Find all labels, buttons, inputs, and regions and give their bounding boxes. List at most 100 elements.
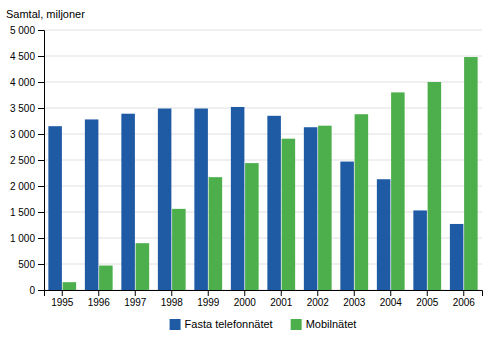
bar (136, 243, 150, 290)
x-tick-mark (208, 290, 209, 296)
chart: 0 500 1 000 1 500 2 000 2 500 3 000 3 500 4 000 4… (0, 0, 494, 338)
legend-label: Fasta telefonnätet (185, 318, 273, 330)
bar (172, 209, 186, 290)
y-tick-mark (38, 82, 44, 83)
x-tick-mark (427, 290, 428, 296)
x-tick-mark (171, 290, 172, 296)
y-tick-label: 4 000 (10, 77, 35, 88)
x-tick: 1997 (124, 290, 147, 308)
y-tick-label: 4 500 (10, 51, 35, 62)
y-tick-mark (38, 30, 44, 31)
grid-line (44, 82, 482, 83)
x-tick-mark (463, 290, 464, 296)
x-axis-line (45, 291, 483, 297)
bar (428, 82, 442, 290)
bar (231, 107, 245, 290)
legend-swatch (291, 319, 302, 330)
y-tick-mark (38, 264, 44, 265)
bar (413, 210, 427, 290)
x-tick-label: 2006 (453, 297, 476, 308)
bar (391, 92, 405, 290)
y-tick-label: 1 000 (10, 233, 35, 244)
bar (282, 139, 296, 290)
bar (245, 163, 259, 290)
x-tick: 1999 (197, 290, 220, 308)
y-tick: 0 (29, 285, 44, 296)
grid-line (44, 30, 482, 31)
bar (450, 224, 464, 290)
bar (99, 266, 113, 290)
y-tick-mark (38, 108, 44, 109)
x-tick: 2003 (343, 290, 366, 308)
x-tick-label: 1999 (197, 297, 220, 308)
y-tick: 4 000 (10, 77, 44, 88)
bar (85, 119, 99, 290)
legend-item: Mobilnätet (291, 318, 357, 330)
y-tick: 3 000 (10, 129, 44, 140)
y-tick-mark (38, 56, 44, 57)
bar (464, 57, 478, 290)
x-tick: 2005 (416, 290, 439, 308)
x-tick-mark (317, 290, 318, 296)
y-tick: 500 (18, 259, 44, 270)
x-tick: 2002 (307, 290, 330, 308)
y-tick: 3 500 (10, 103, 44, 114)
y-axis: 0 500 1 000 1 500 2 000 2 500 3 000 3 500 4 000 4… (10, 25, 45, 296)
x-tick-mark (281, 290, 282, 296)
y-tick: 2 000 (10, 181, 44, 192)
y-tick: 5 000 (10, 25, 44, 36)
x-tick-label: 2003 (343, 297, 366, 308)
x-tick-label: 2005 (416, 297, 439, 308)
x-tick: 2006 (453, 290, 476, 308)
x-tick-label: 1998 (161, 297, 184, 308)
y-tick: 2 500 (10, 155, 44, 166)
legend: Fasta telefonnätet Mobilnätet (170, 318, 357, 330)
legend-item: Fasta telefonnätet (170, 318, 273, 330)
grid-line (44, 134, 482, 135)
bar (121, 114, 135, 290)
bar (318, 126, 332, 290)
x-tick: 2000 (234, 290, 257, 308)
y-tick-label: 3 500 (10, 103, 35, 114)
bar (209, 177, 223, 290)
y-tick-label: 500 (18, 259, 35, 270)
x-tick-label: 2001 (270, 297, 293, 308)
x-tick-label: 2004 (380, 297, 403, 308)
bar (355, 114, 369, 290)
bar-series (63, 57, 478, 290)
y-tick-mark (38, 160, 44, 161)
x-tick-label: 2002 (307, 297, 330, 308)
x-tick-mark (354, 290, 355, 296)
bar (48, 126, 62, 290)
y-tick-mark (38, 290, 44, 291)
y-tick: 1 000 (10, 233, 44, 244)
grid (44, 30, 482, 290)
x-tick-label: 1997 (124, 297, 147, 308)
y-tick-label: 2 500 (10, 155, 35, 166)
y-tick-label: 5 000 (10, 25, 35, 36)
x-tick: 1995 (51, 290, 74, 308)
y-tick-mark (38, 186, 44, 187)
x-tick-mark (244, 290, 245, 296)
grid-line (44, 56, 482, 57)
bar (63, 282, 77, 290)
x-tick-label: 2000 (234, 297, 257, 308)
bar (267, 116, 281, 290)
grid-line (44, 160, 482, 161)
legend-swatch (170, 319, 181, 330)
x-axis: 1995 1996 1997 1998 1999 2000 2001 2002 2003 2004… (45, 290, 483, 308)
y-tick-label: 3 000 (10, 129, 35, 140)
x-tick-mark (135, 290, 136, 296)
x-tick-mark (98, 290, 99, 296)
x-tick: 1996 (88, 290, 111, 308)
y-tick-mark (38, 134, 44, 135)
y-axis-title: Samtal, miljoner (6, 8, 85, 20)
y-tick: 1 500 (10, 207, 44, 218)
bar (304, 127, 318, 290)
x-tick-mark (390, 290, 391, 296)
y-tick-mark (38, 212, 44, 213)
bar (377, 179, 391, 290)
grid-line (44, 186, 482, 187)
y-axis-line (38, 31, 45, 291)
legend-label: Mobilnätet (306, 318, 357, 330)
